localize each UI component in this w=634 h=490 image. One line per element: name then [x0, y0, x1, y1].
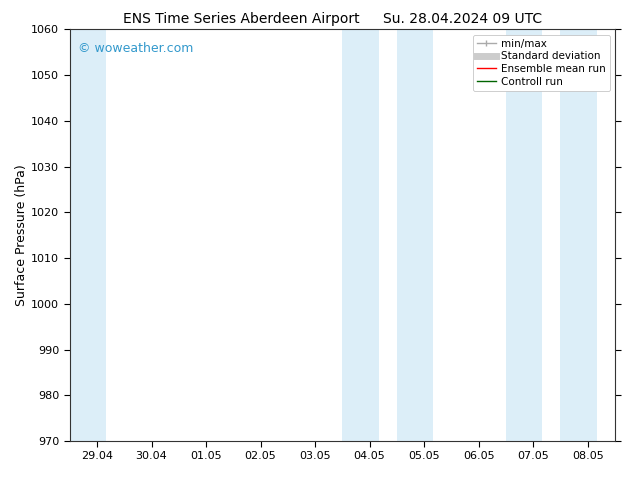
Text: © woweather.com: © woweather.com: [78, 42, 193, 55]
Bar: [397, 29, 433, 441]
Legend: min/max, Standard deviation, Ensemble mean run, Controll run: min/max, Standard deviation, Ensemble me…: [473, 35, 610, 91]
Bar: [506, 29, 542, 441]
Bar: [560, 29, 597, 441]
Bar: [342, 29, 378, 441]
Text: ENS Time Series Aberdeen Airport: ENS Time Series Aberdeen Airport: [122, 12, 359, 26]
Y-axis label: Surface Pressure (hPa): Surface Pressure (hPa): [15, 164, 29, 306]
Text: Su. 28.04.2024 09 UTC: Su. 28.04.2024 09 UTC: [384, 12, 542, 26]
Bar: [70, 29, 106, 441]
